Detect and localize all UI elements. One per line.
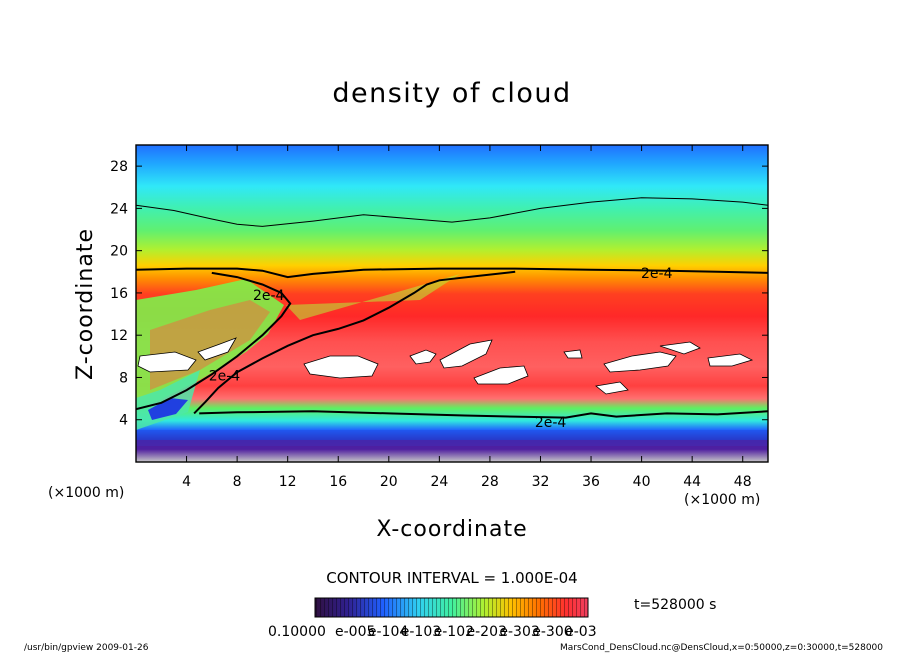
colorbar-tick-label: e-303	[499, 624, 539, 640]
contour-line	[136, 197, 768, 227]
y-axis-ticks: 4 8 12 16 20 24 28	[110, 159, 768, 429]
y-tick-label: 24	[110, 201, 128, 217]
colorbar-tick-label: e-104	[368, 624, 408, 640]
footer-left: /usr/bin/gpview 2009-01-26	[24, 643, 149, 653]
colorbar-tick-label: e-300	[532, 624, 572, 640]
colorbar-tick-label: e-005	[335, 624, 375, 640]
y-tick-label: 16	[110, 286, 128, 302]
x-axis-label: X-coordinate	[376, 517, 527, 542]
plot-frame	[135, 144, 769, 463]
colorbar-tick-label: 0.10000	[268, 624, 326, 640]
y-tick-label: 8	[119, 370, 128, 386]
x-tick-label: 24	[430, 474, 448, 490]
x-unit-label: (×1000 m)	[684, 492, 760, 508]
contour-label: 2e-4	[209, 368, 241, 384]
contour-interval-text: CONTOUR INTERVAL = 1.000E-04	[326, 569, 577, 587]
x-tick-label: 48	[734, 474, 752, 490]
plot-field	[136, 145, 768, 462]
colorbar-tick-label: e-102	[434, 624, 474, 640]
x-tick-label: 44	[683, 474, 701, 490]
x-axis-ticks: 4 8 12 16 20 24 28 32 36 40 44 48	[182, 145, 752, 490]
y-tick-label: 12	[110, 328, 128, 344]
x-tick-label: 12	[279, 474, 297, 490]
x-tick-label: 16	[329, 474, 347, 490]
x-tick-label: 28	[481, 474, 499, 490]
x-tick-label: 32	[532, 474, 550, 490]
contour-line	[136, 271, 292, 411]
contour-line	[136, 267, 768, 279]
x-tick-label: 4	[182, 474, 191, 490]
y-tick-label: 20	[110, 244, 128, 260]
colorbar-tick-label: e-103	[401, 624, 441, 640]
colorbar-tick-label: e-203	[467, 624, 507, 640]
z-unit-label: (×1000 m)	[48, 485, 124, 501]
contour-lines	[136, 197, 768, 419]
colorbar-tick-label: e-03	[565, 624, 596, 640]
contour-labels: 2e-4 2e-4 2e-4 2e-4	[209, 266, 673, 431]
x-tick-label: 40	[633, 474, 651, 490]
contour-line	[193, 270, 516, 415]
y-tick-label: 4	[119, 413, 128, 429]
y-tick-label: 28	[110, 159, 128, 175]
missing-data-patches	[137, 337, 754, 395]
x-tick-label: 20	[380, 474, 398, 490]
contour-label: 2e-4	[253, 288, 285, 304]
x-tick-label: 36	[582, 474, 600, 490]
time-label: t=528000 s	[634, 597, 716, 613]
contour-label: 2e-4	[535, 415, 567, 431]
chart-title: density of cloud	[332, 78, 571, 109]
contour-label: 2e-4	[641, 266, 673, 282]
colorbar-tick-labels: 0.10000 e-005e-104e-103e-102e-203e-303e-3…	[268, 624, 597, 640]
footer-right: MarsCond_DensCloud.nc@DensCloud,x=0:5000…	[560, 643, 883, 653]
contour-line	[199, 410, 768, 419]
y-axis-label: Z-coordinate	[73, 228, 98, 380]
x-tick-label: 8	[233, 474, 242, 490]
